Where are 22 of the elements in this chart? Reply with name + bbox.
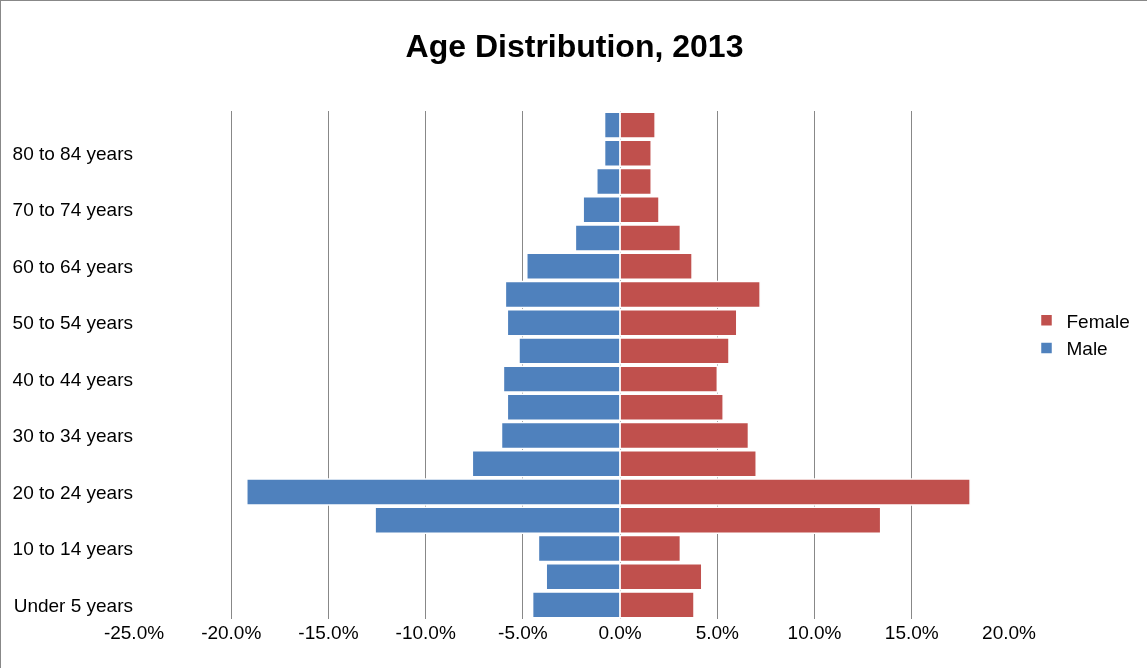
y-tick-label: 70 to 74 years: [12, 199, 133, 221]
x-tick-label: -15.0%: [298, 622, 359, 643]
x-tick-label: -5.0%: [498, 622, 548, 643]
x-tick-label: 15.0%: [884, 622, 939, 643]
y-tick-label: 40 to 44 years: [12, 368, 133, 390]
chart-title: Age Distribution, 2013: [405, 27, 744, 64]
x-tick-label: 5.0%: [695, 622, 740, 643]
x-tick-label: -25.0%: [103, 622, 165, 643]
y-tick-label: 50 to 54 years: [12, 312, 133, 334]
y-tick-label: 20 to 24 years: [12, 481, 133, 503]
y-tick-label: 80 to 84 years: [12, 142, 133, 164]
y-tick-label: 60 to 64 years: [12, 255, 133, 277]
x-tick-label: -10.0%: [395, 622, 456, 643]
y-tick-label: Under 5 years: [13, 594, 133, 616]
x-tick-label: 20.0%: [982, 622, 1037, 643]
x-tick-label: 0.0%: [598, 622, 642, 643]
x-tick-label: -20.0%: [201, 622, 262, 643]
x-tick-label: 10.0%: [787, 622, 842, 643]
y-tick-label: 30 to 34 years: [12, 425, 133, 447]
legend-label: Male: [1066, 338, 1108, 360]
y-tick-label: 10 to 14 years: [12, 538, 133, 560]
legend-label: Female: [1066, 310, 1130, 332]
